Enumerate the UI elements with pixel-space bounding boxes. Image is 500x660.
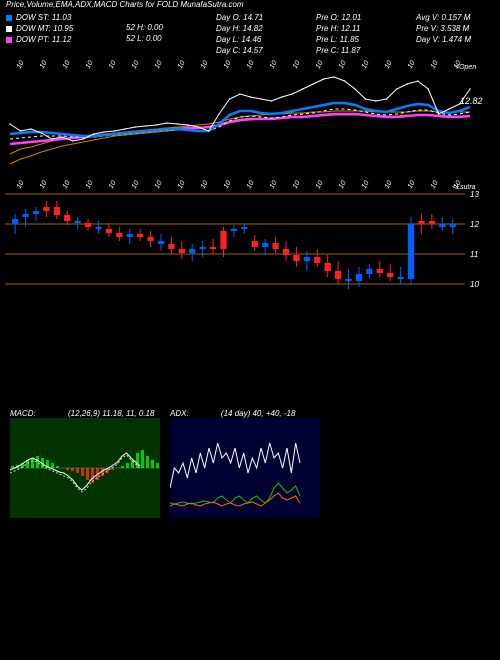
svg-text:10: 10 [177,180,187,190]
svg-text:10: 10 [407,60,417,70]
svg-text:10: 10 [338,60,348,70]
candlestick-chart: 10 10 10 10 10 10 10 10 10 10 10 10 10 10 10 10 10 10 10 10… [0,179,490,309]
svg-text:10: 10 [384,180,394,190]
svg-text:10: 10 [131,60,141,70]
dow-stat: DOW MT: 10.95 [6,24,126,33]
svg-text:10: 10 [62,180,72,190]
svg-text:10: 10 [315,60,325,70]
svg-text:10: 10 [384,60,394,70]
svg-text:10: 10 [246,60,256,70]
svg-text:10: 10 [292,60,302,70]
svg-text:10: 10 [361,60,371,70]
svg-text:10: 10 [292,180,302,190]
svg-text:10: 10 [39,180,49,190]
svg-text:10: 10 [154,60,164,70]
svg-text:10: 10 [361,180,371,190]
stat-item: Day C: 14.57 [216,46,316,55]
ema-price-chart: 1010101010101010101010101010101010101010… [0,59,490,179]
stat-item: Pre C: 11.87 [316,46,416,55]
macd-chart [10,418,160,518]
stat-item: Pre V: 3.538 M [416,24,500,33]
svg-text:10: 10 [200,180,210,190]
svg-text:10: 10 [16,180,26,190]
svg-text:10: 10 [430,60,440,70]
stat-item: Pre H: 12.11 [316,24,416,33]
stat-item: Day L: 14.46 [216,35,316,44]
adx-label: ADX: (14 day) 40, +40, -18 [170,409,320,418]
svg-text:10: 10 [108,60,118,70]
chart-title: Price,Volume,EMA,ADX,MACD Charts for FOL… [0,0,500,9]
svg-text:10: 10 [246,180,256,190]
svg-text:10: 10 [62,60,72,70]
stat-item: Pre O: 12.01 [316,13,416,22]
svg-text:10: 10 [430,180,440,190]
dow-stat: DOW ST: 11.03 [6,13,126,22]
svg-text:10: 10 [85,180,95,190]
svg-text:10: 10 [407,180,417,190]
svg-text:13: 13 [470,190,479,199]
svg-text:10: 10 [223,60,233,70]
svg-text:10: 10 [154,180,164,190]
adx-chart [170,418,320,518]
svg-text:10: 10 [16,60,26,70]
svg-text:10: 10 [269,180,279,190]
macd-label: MACD: (12,26,9) 11.18, 11, 0.18 [10,409,160,418]
svg-text:12: 12 [470,220,479,229]
svg-text:10: 10 [269,60,279,70]
stat-item: 52 H: 0.00 [126,23,216,32]
dow-stat: DOW PT: 11.12 [6,35,126,44]
svg-text:10: 10 [177,60,187,70]
svg-text:10: 10 [85,60,95,70]
svg-text:10: 10 [108,180,118,190]
svg-text:12.82: 12.82 [460,96,483,106]
stat-item: 52 L: 0.00 [126,34,216,43]
svg-text:10: 10 [39,60,49,70]
stat-item: Day V: 1.474 M [416,35,500,44]
svg-text:11: 11 [470,250,478,259]
svg-text:10: 10 [315,180,325,190]
header-stats: DOW ST: 11.03DOW MT: 10.95DOW PT: 11.12 … [0,9,500,59]
stat-item: Avg V: 0.157 M [416,13,500,22]
stat-item: Pre L: 11.85 [316,35,416,44]
stat-item: Day H: 14.82 [216,24,316,33]
svg-text:10: 10 [131,180,141,190]
svg-text:10: 10 [200,60,210,70]
svg-text:10: 10 [338,180,348,190]
svg-text:10: 10 [223,180,233,190]
svg-text:10: 10 [470,280,479,289]
stat-item: Day O: 14.71 [216,13,316,22]
svg-text:<Open: <Open [455,64,476,71]
